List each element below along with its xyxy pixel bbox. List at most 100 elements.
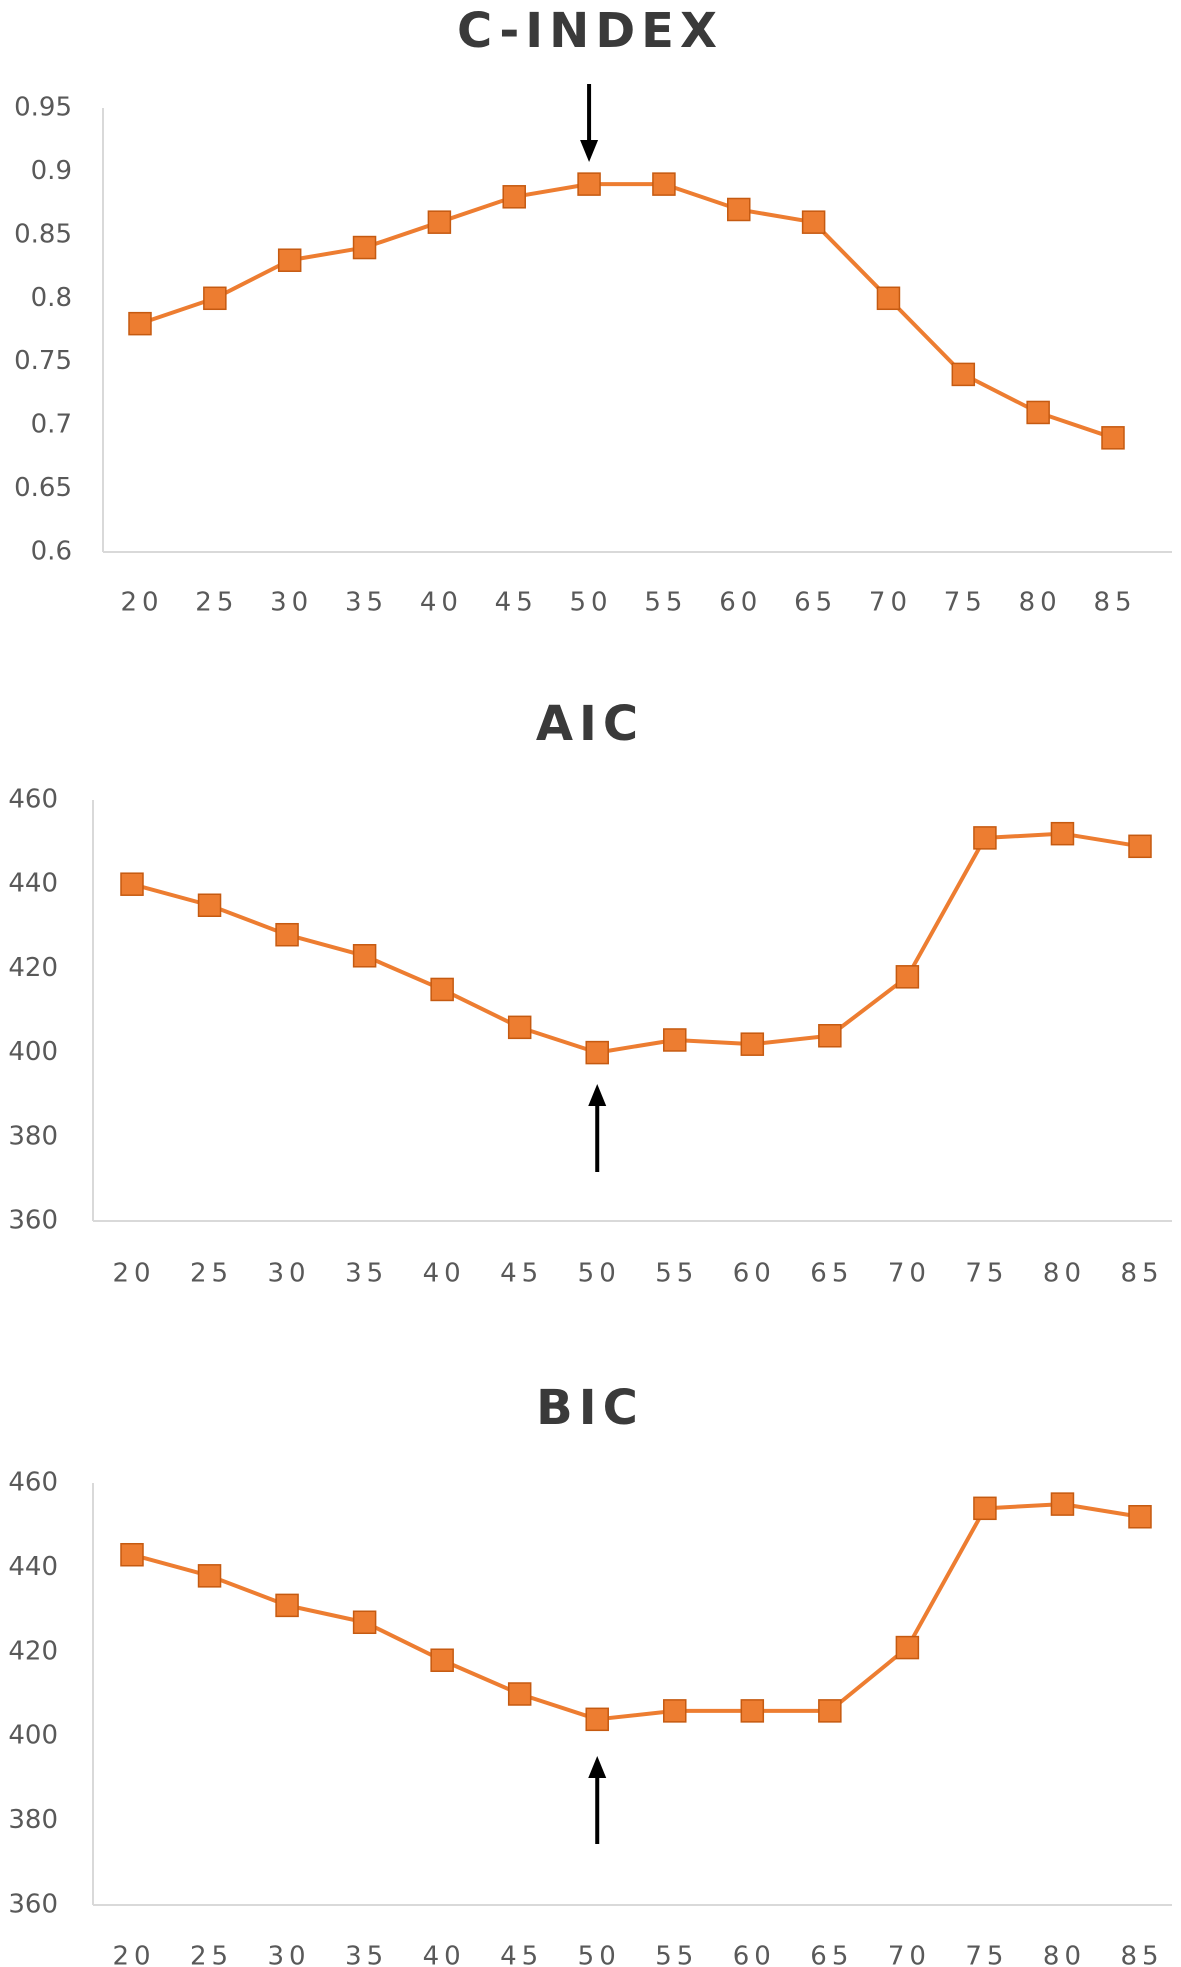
data-point (740, 1032, 765, 1056)
x-tick-label: 85 (1093, 588, 1136, 618)
x-tick-label: 80 (1043, 1259, 1086, 1289)
data-point (427, 210, 452, 234)
x-tick-label: 85 (1120, 1942, 1163, 1967)
x-tick-label: 40 (420, 588, 463, 618)
data-point (818, 1699, 842, 1723)
arrow-annotation (588, 1084, 607, 1172)
y-tick-label: 420 (8, 953, 58, 983)
y-tick-label: 460 (8, 1468, 58, 1498)
data-point (1026, 400, 1050, 425)
data-point (663, 1699, 687, 1723)
x-tick-label: 75 (944, 588, 987, 618)
data-point (585, 1040, 609, 1065)
x-tick-label: 60 (719, 588, 762, 618)
data-point (973, 1496, 997, 1521)
data-point (502, 185, 526, 209)
data-point (352, 944, 377, 968)
data-point (1050, 1492, 1075, 1516)
x-tick-label: 75 (965, 1259, 1008, 1289)
x-tick-label: 70 (888, 1942, 931, 1967)
x-tick-label: 30 (270, 588, 313, 618)
data-point (120, 1542, 144, 1567)
chart-panel-3: BIC 360 380 400 420 440 460 20 25 30 35 40 45 50 55 60 6… (8, 1380, 1172, 1967)
y-tick-label: 360 (8, 1206, 58, 1236)
x-tick-label: 85 (1120, 1259, 1163, 1289)
data-point (430, 977, 454, 1002)
data-point (1128, 834, 1152, 859)
x-tick-label: 55 (655, 1942, 698, 1967)
x-tick-label: 55 (655, 1259, 698, 1289)
y-tick-label: 400 (8, 1037, 58, 1067)
data-point (585, 1707, 609, 1732)
data-point (275, 1593, 299, 1618)
x-tick-label: 65 (794, 588, 837, 618)
data-point (1128, 1505, 1152, 1529)
x-tick-label: 50 (578, 1942, 621, 1967)
data-point (430, 1648, 454, 1672)
x-tick-label: 45 (500, 1942, 543, 1967)
y-tick-label: 0.8 (31, 283, 72, 313)
data-point (895, 1635, 920, 1660)
chart-title: C-INDEX (457, 3, 723, 59)
chart-title: AIC (536, 696, 644, 752)
y-tick-label: 380 (8, 1805, 58, 1835)
data-point (128, 311, 152, 336)
x-tick-label: 60 (733, 1259, 776, 1289)
x-tick-label: 35 (345, 1942, 388, 1967)
y-tick-label: 360 (8, 1890, 58, 1920)
data-point (1101, 426, 1125, 450)
data-point (652, 172, 676, 196)
x-tick-label: 80 (1043, 1942, 1086, 1967)
x-tick-label: 45 (500, 1259, 543, 1289)
data-point (727, 197, 751, 222)
chart-panel-1: C-INDEX 0.6 0.65 0.7 0.75 0.8 0.85 0.9 0.95 20 25 3… (14, 3, 1172, 618)
y-tick-label: 0.7 (31, 410, 72, 440)
y-tick-label: 0.85 (14, 219, 72, 249)
y-tick-label: 0.65 (14, 473, 72, 503)
x-tick-label: 25 (190, 1259, 233, 1289)
x-tick-label: 25 (195, 588, 238, 618)
data-point (951, 362, 976, 387)
x-tick-label: 20 (112, 1259, 155, 1289)
y-tick-label: 400 (8, 1721, 58, 1751)
data-point (895, 965, 920, 989)
x-tick-label: 65 (810, 1942, 853, 1967)
data-point (876, 286, 901, 311)
arrow-annotation (588, 1756, 607, 1844)
data-point (577, 172, 601, 196)
x-tick-label: 55 (644, 588, 687, 618)
x-tick-label: 35 (345, 1259, 388, 1289)
x-tick-label: 30 (268, 1942, 311, 1967)
data-point (203, 286, 227, 311)
data-point (818, 1024, 842, 1048)
x-tick-label: 30 (268, 1259, 311, 1289)
series-line (131, 831, 1141, 1055)
chart-title: BIC (536, 1380, 644, 1436)
x-tick-label: 70 (869, 588, 912, 618)
data-point (352, 235, 377, 260)
data-point (352, 1610, 377, 1635)
data-point (740, 1699, 765, 1723)
chart-panel-2: AIC 360 380 400 420 440 460 20 25 30 35 40 45 50 55 60 6… (8, 696, 1172, 1289)
x-tick-label: 50 (570, 588, 613, 618)
x-tick-label: 60 (733, 1942, 776, 1967)
y-tick-label: 0.75 (14, 346, 72, 376)
y-tick-label: 0.95 (14, 93, 72, 123)
data-point (507, 1682, 532, 1706)
y-tick-label: 420 (8, 1636, 58, 1666)
data-point (973, 826, 997, 850)
x-tick-label: 65 (810, 1259, 853, 1289)
data-point (277, 248, 302, 272)
y-tick-label: 460 (8, 785, 58, 815)
data-point (275, 922, 299, 947)
data-point (663, 1028, 687, 1052)
x-tick-label: 50 (578, 1259, 621, 1289)
data-point (197, 1564, 222, 1588)
x-tick-label: 70 (888, 1259, 931, 1289)
y-tick-label: 0.6 (31, 537, 72, 567)
y-tick-label: 0.9 (31, 156, 72, 186)
data-point (801, 210, 826, 234)
data-point (120, 872, 144, 896)
x-tick-label: 75 (965, 1942, 1008, 1967)
